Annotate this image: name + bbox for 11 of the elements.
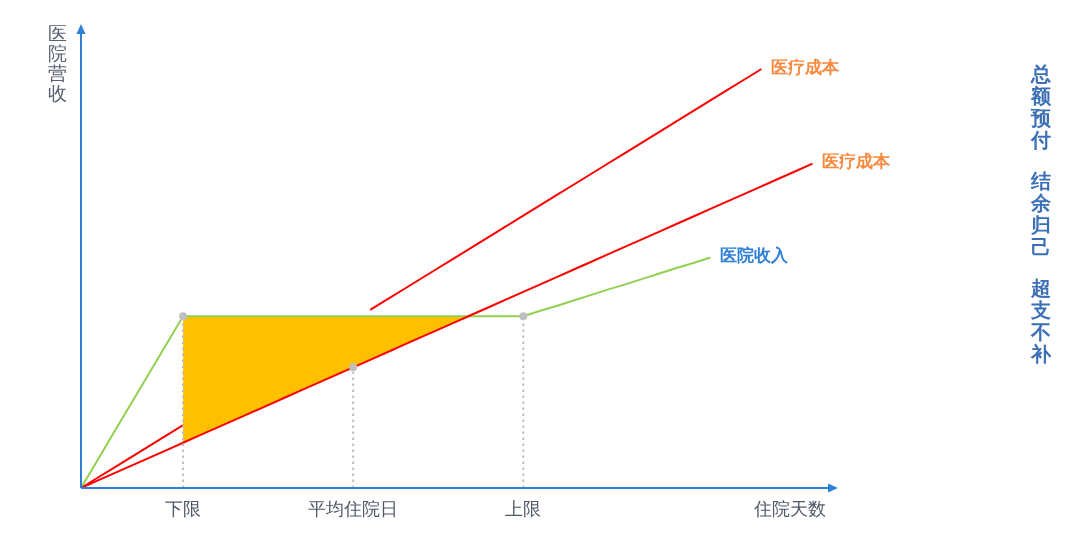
series-label: 医疗成本: [771, 57, 841, 77]
series-label: 医院收入: [720, 246, 790, 266]
text: 总额预付: [1031, 63, 1051, 151]
x-tick-label: 平均住院日: [308, 499, 399, 519]
y-axis-title: 医院营收: [48, 23, 67, 104]
x-tick-label: 上限: [505, 499, 542, 519]
text: 超支不补: [1031, 277, 1051, 365]
x-tick-label: 下限: [165, 499, 202, 519]
series-label: 医疗成本: [822, 152, 892, 172]
x-axis-title: 住院天数: [753, 499, 826, 519]
text: 结余归己: [1031, 170, 1051, 258]
